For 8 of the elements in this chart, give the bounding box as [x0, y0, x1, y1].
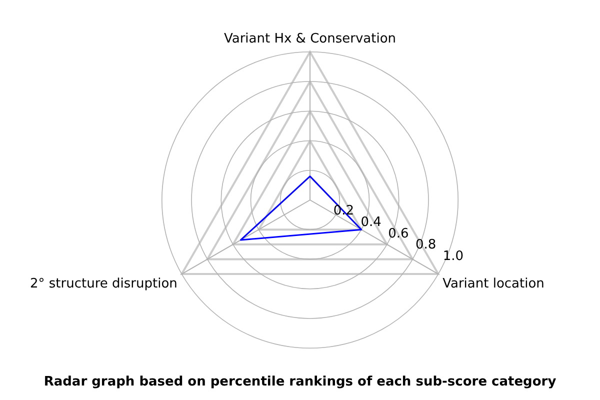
- text: Radar graph based on percentile rankings of each sub-score category: [44, 374, 557, 390]
- spoke-label: 2° structure disruption: [30, 276, 178, 292]
- spoke-label: Variant Hx & Conservation: [224, 31, 396, 46]
- y-tick-label: 0.6: [388, 226, 409, 242]
- y-tick-label: 0.8: [415, 238, 436, 253]
- spoke-label: Variant location: [442, 276, 544, 292]
- y-tick-label: 0.4: [360, 215, 382, 230]
- y-tick-label: 1.0: [442, 249, 464, 264]
